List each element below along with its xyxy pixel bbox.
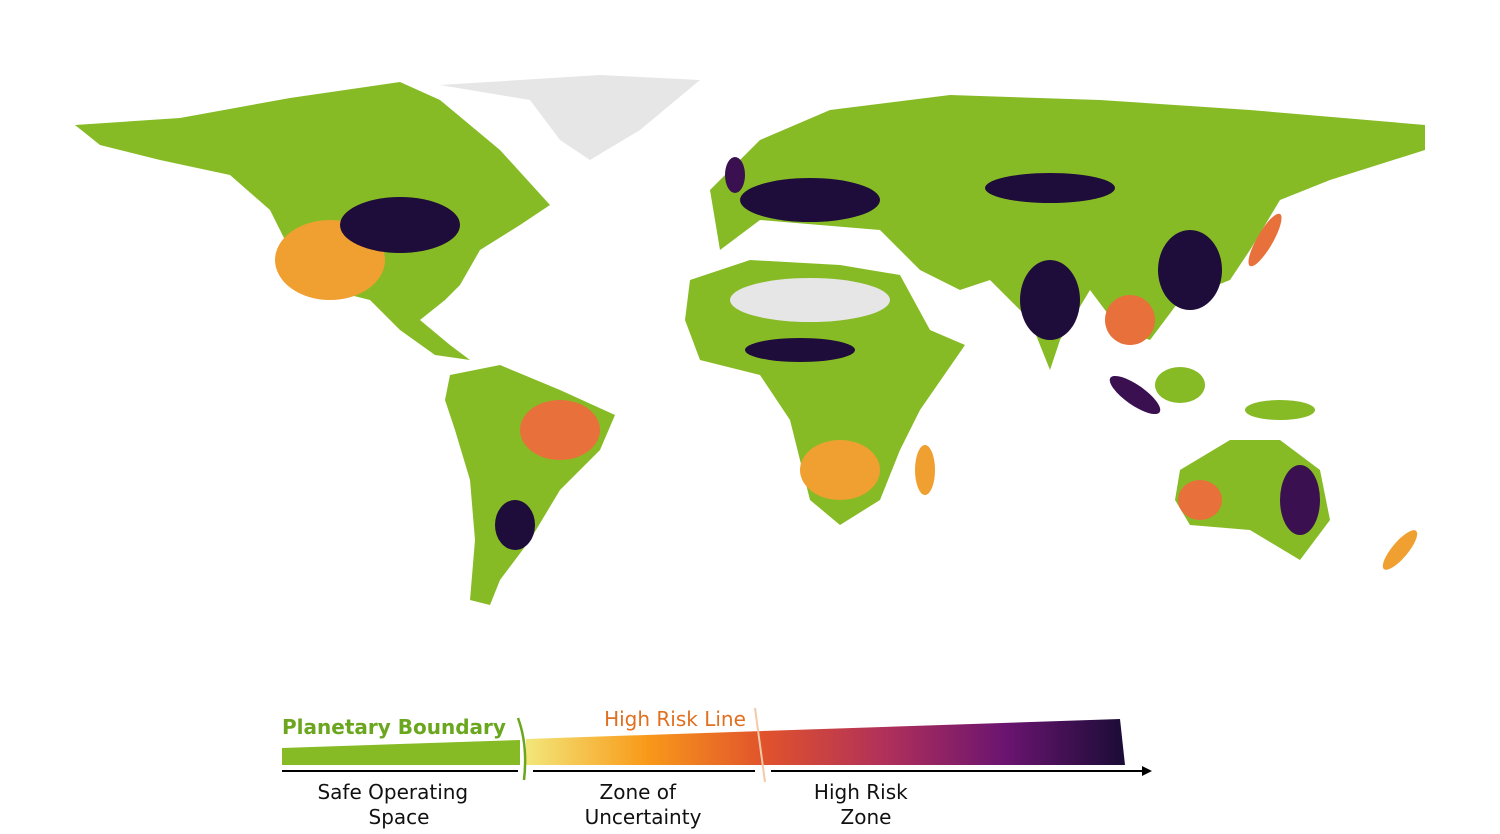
risk-patch: [495, 500, 535, 550]
risk-patch: [340, 197, 460, 253]
new-guinea: [1245, 400, 1315, 420]
axis-arrow: [1142, 766, 1152, 776]
zone-label: Safe Operating Space: [317, 780, 474, 829]
japan: [1248, 213, 1282, 267]
uk: [725, 157, 745, 193]
risk-bar: [526, 719, 1125, 765]
planetary-boundary-label: Planetary Boundary: [282, 715, 506, 739]
zone-label-line: Safe Operating: [317, 780, 468, 804]
safe-bar: [282, 740, 520, 765]
zone-label: High Risk Zone: [814, 780, 914, 829]
north-america: [75, 82, 550, 360]
south-america: [445, 365, 615, 605]
high-risk-marker: [754, 707, 766, 783]
sahara: [730, 278, 890, 322]
risk-patch: [1178, 480, 1222, 520]
new-zealand: [1382, 530, 1418, 570]
zone-label: Zone of Uncertainty: [585, 780, 702, 829]
risk-patch: [520, 400, 600, 460]
risk-patch: [800, 440, 880, 500]
madagascar: [915, 445, 935, 495]
risk-patch: [740, 178, 880, 222]
zone-label-line: Zone: [841, 805, 892, 829]
sumatra: [1109, 375, 1161, 415]
zone-label-line: Zone of: [600, 780, 678, 804]
borneo: [1155, 367, 1205, 403]
world-map: [75, 75, 1425, 605]
zone-label-line: Space: [369, 805, 430, 829]
risk-patch: [745, 338, 855, 362]
eurasia: [710, 95, 1425, 370]
greenland: [440, 75, 700, 160]
legend: Planetary Boundary High Risk Line Safe O…: [282, 707, 1152, 829]
risk-patch: [1158, 230, 1222, 310]
risk-patch: [1280, 465, 1320, 535]
africa: [685, 260, 965, 525]
risk-patch: [1020, 260, 1080, 340]
high-risk-line-label: High Risk Line: [604, 707, 746, 731]
risk-patch: [1105, 295, 1155, 345]
risk-patch: [985, 173, 1115, 203]
zone-label-line: High Risk: [814, 780, 908, 804]
zone-label-line: Uncertainty: [585, 805, 702, 829]
planetary-boundary-marker: [516, 717, 527, 781]
